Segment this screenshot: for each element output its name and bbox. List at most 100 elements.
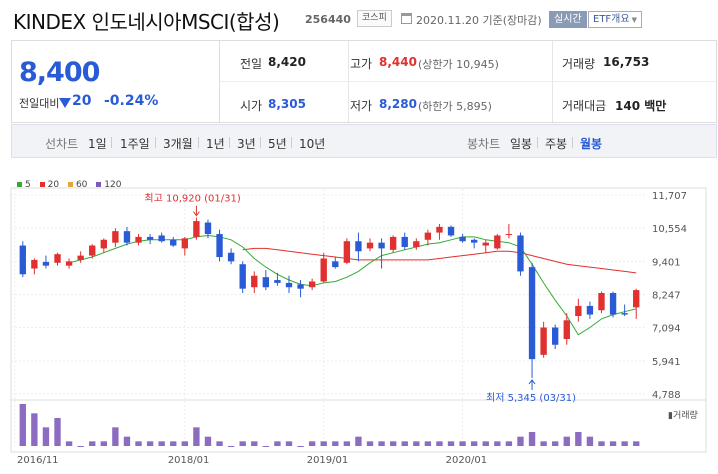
volume-bar <box>470 441 478 446</box>
candle-body[interactable] <box>135 236 142 243</box>
max-arrow-head-icon <box>192 211 200 217</box>
candle-body[interactable] <box>586 305 594 315</box>
chart-frame <box>10 187 707 453</box>
ma20-line <box>242 247 637 274</box>
realtime-button[interactable]: 실시간 <box>549 11 587 28</box>
candle-body[interactable] <box>389 236 397 250</box>
candle-body[interactable] <box>459 236 466 242</box>
y-tick-label: 5,941 <box>652 357 681 368</box>
legend-label: 60 <box>75 180 88 190</box>
candle-body[interactable] <box>251 275 258 288</box>
candle-body[interactable] <box>528 267 536 360</box>
volume-bar <box>262 446 270 447</box>
candle-body[interactable] <box>170 239 177 246</box>
candle-body[interactable] <box>100 239 107 249</box>
candle-body[interactable] <box>89 245 96 256</box>
etf-overview-dropdown[interactable]: ETF개요 ▼ <box>588 11 642 28</box>
candle-body[interactable] <box>285 282 293 288</box>
candle-body[interactable] <box>297 284 304 289</box>
stock-title: KINDEX 인도네시아MSCI(합성) <box>13 10 280 34</box>
candle-body[interactable] <box>424 232 432 240</box>
candle-body[interactable] <box>494 235 501 249</box>
tab-daily[interactable]: 일봉 <box>510 137 533 151</box>
tab-weekly[interactable]: 주봉 <box>545 137 568 151</box>
tab-3y[interactable]: 3년 <box>237 137 256 151</box>
volume-bar <box>170 441 177 446</box>
legend-ma20[interactable]: 20 <box>39 180 59 190</box>
candle-body[interactable] <box>158 235 165 242</box>
candle-body[interactable] <box>77 255 84 260</box>
candle-body[interactable] <box>563 320 570 340</box>
candle-body[interactable] <box>332 261 339 268</box>
candle-body[interactable] <box>65 261 73 266</box>
swatch-icon <box>96 182 102 187</box>
tab-1d[interactable]: 1일 <box>88 137 107 151</box>
line-chart-label: 선차트 <box>45 137 79 151</box>
candle-body[interactable] <box>598 292 605 311</box>
price-box: 8,400 전일대비 20 -0.24% <box>12 41 220 122</box>
candle-body[interactable] <box>401 236 408 247</box>
candle-body[interactable] <box>378 242 385 249</box>
tab-1w[interactable]: 1주일 <box>120 137 150 151</box>
tab-10y[interactable]: 10년 <box>299 137 326 151</box>
change-percent: -0.24% <box>104 93 159 109</box>
tab-1y[interactable]: 1년 <box>206 137 225 151</box>
low-value: 8,280 <box>379 97 417 111</box>
high-label: 고가 <box>350 57 373 71</box>
candle-body[interactable] <box>181 238 189 249</box>
candle-body[interactable] <box>447 226 455 236</box>
candle-body[interactable] <box>470 239 478 243</box>
candle-body[interactable] <box>413 241 420 247</box>
candle-body[interactable] <box>112 231 119 243</box>
candle-body[interactable] <box>31 259 38 269</box>
volume-bar <box>343 441 351 446</box>
candle-body[interactable] <box>366 242 374 249</box>
candle-body[interactable] <box>54 254 61 263</box>
tab-monthly[interactable]: 월봉 <box>580 137 603 151</box>
y-tick-label: 10,554 <box>652 224 687 235</box>
tab-5y[interactable]: 5년 <box>268 137 287 151</box>
candle-body[interactable] <box>436 226 443 233</box>
max-annotation: 최고 10,920 (01/31) <box>144 193 240 205</box>
candle-body[interactable] <box>123 231 131 243</box>
quote-panel: 8,400 전일대비 20 -0.24% 전일 8,420 고가 8,440 (… <box>11 40 717 123</box>
chevron-down-icon: ▼ <box>631 16 637 24</box>
candle-body[interactable] <box>239 264 246 289</box>
candle-body[interactable] <box>575 305 582 316</box>
legend-ma60[interactable]: 60 <box>67 180 88 190</box>
candle-body[interactable] <box>609 292 617 315</box>
candle-body[interactable] <box>42 261 50 266</box>
candle-body[interactable] <box>540 327 547 355</box>
legend-ma5[interactable]: 5 <box>17 180 31 190</box>
calendar-icon <box>401 13 412 24</box>
candle-body[interactable] <box>262 277 270 288</box>
change-value: 20 <box>72 93 92 109</box>
candle-body[interactable] <box>633 290 640 308</box>
candle-body[interactable] <box>320 258 327 282</box>
candle-body[interactable] <box>552 327 559 345</box>
candle-body[interactable] <box>19 245 26 275</box>
volume-bar <box>633 441 640 446</box>
candle-body[interactable] <box>355 241 362 252</box>
candle-body[interactable] <box>193 221 200 237</box>
candle-body[interactable] <box>308 281 316 288</box>
volume-bar <box>216 441 223 446</box>
candle-body[interactable] <box>482 242 489 246</box>
candle-body[interactable] <box>227 252 235 262</box>
volume-bar <box>54 418 61 446</box>
candle-body[interactable] <box>505 234 513 236</box>
candle-body[interactable] <box>204 222 212 235</box>
candle-body[interactable] <box>517 235 524 272</box>
candle-body[interactable] <box>343 241 351 263</box>
trade-value-label: 거래대금 <box>562 99 607 113</box>
candle-body[interactable] <box>146 236 154 240</box>
min-annotation: 최저 5,345 (03/31) <box>486 392 576 404</box>
stock-code: 256440 <box>305 13 351 26</box>
legend-ma120[interactable]: 120 <box>96 180 121 190</box>
tab-3m[interactable]: 3개월 <box>163 137 193 151</box>
candle-body[interactable] <box>274 280 281 283</box>
candle-body[interactable] <box>621 313 628 315</box>
candle-body[interactable] <box>216 234 223 258</box>
volume-bar <box>505 441 513 446</box>
